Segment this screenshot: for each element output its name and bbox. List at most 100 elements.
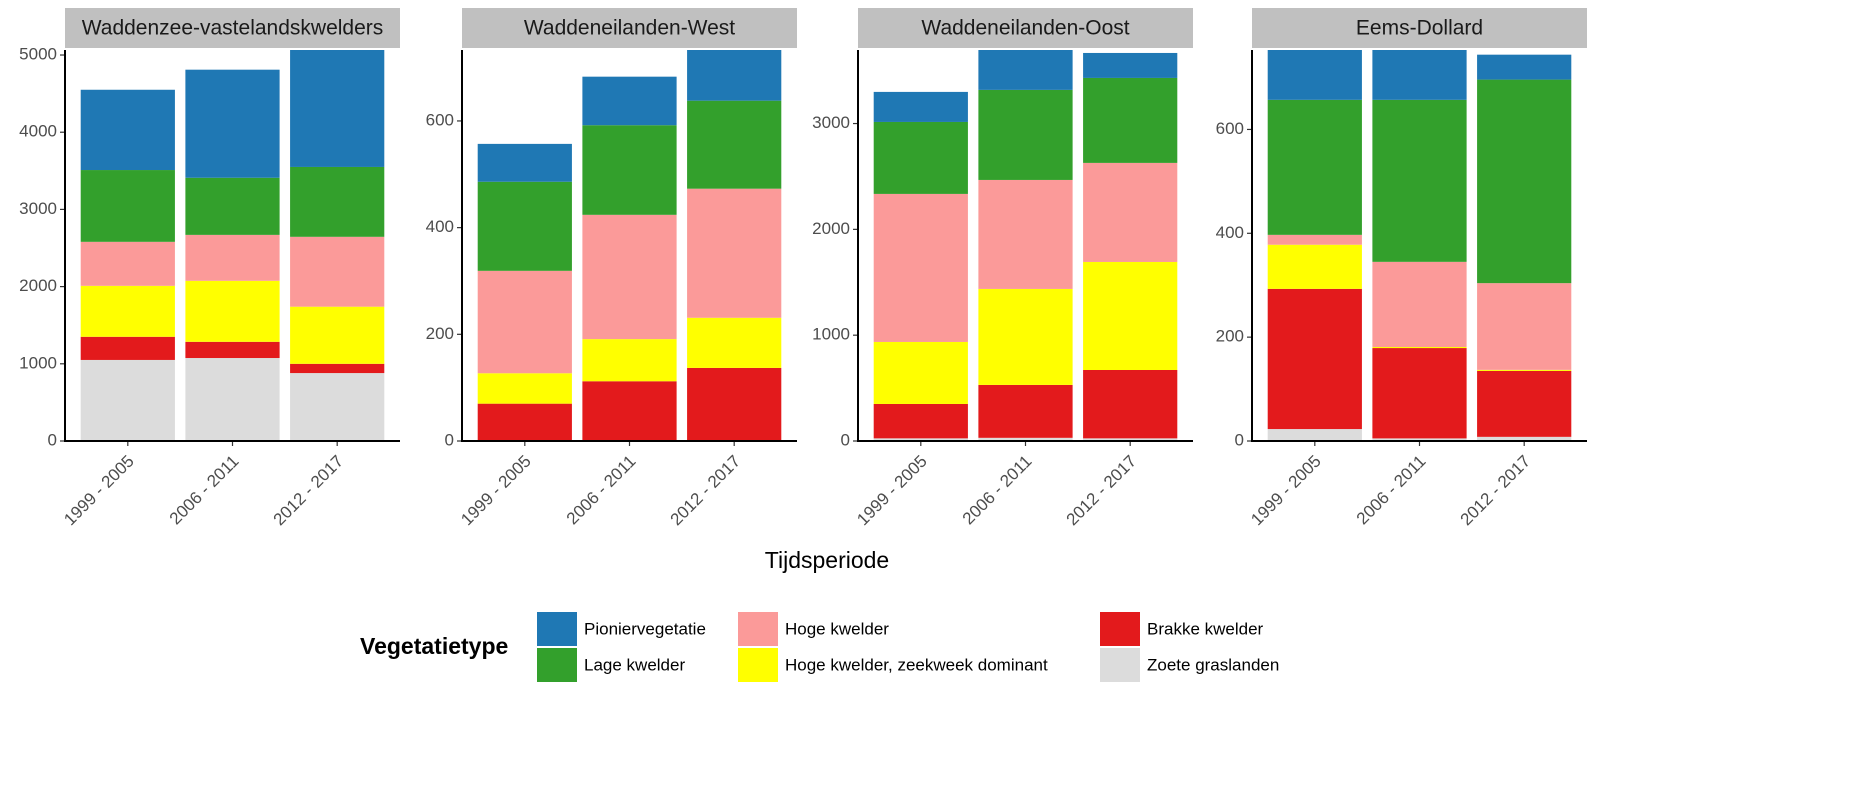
x-tick-label: 2012 - 2017 (270, 452, 348, 530)
bar-segment (873, 403, 968, 439)
bar-segment (290, 363, 385, 374)
x-tick-label: 2012 - 2017 (1063, 452, 1141, 530)
bar-segment (477, 143, 572, 182)
bar-segment (978, 288, 1073, 385)
x-tick-label: 1999 - 2005 (457, 452, 535, 530)
bar-segment (185, 280, 280, 342)
x-tick-label: 1999 - 2005 (853, 452, 931, 530)
legend-key (537, 612, 577, 646)
bar-segment (687, 317, 782, 368)
bar-segment (477, 181, 572, 271)
legend-key (537, 648, 577, 682)
legend-key (738, 648, 778, 682)
x-tick-label: 2006 - 2011 (166, 452, 243, 529)
x-tick-label: 2012 - 2017 (1457, 452, 1535, 530)
legend-key (1100, 612, 1140, 646)
y-tick-label: 600 (1216, 119, 1244, 138)
bar-segment (290, 166, 385, 237)
y-tick-label: 0 (841, 430, 850, 449)
bar-segment (1267, 429, 1362, 441)
y-tick-label: 1000 (19, 353, 57, 372)
bar-segment (185, 341, 280, 359)
bar-segment (1083, 52, 1178, 78)
bar-segment (290, 306, 385, 364)
bar-segment (1372, 99, 1467, 262)
bar-segment (582, 339, 677, 382)
bar-segment (582, 214, 677, 340)
legend-label: Pioniervegetatie (584, 619, 706, 638)
y-tick-label: 200 (1216, 327, 1244, 346)
y-tick-label: 5000 (19, 45, 57, 64)
bar-segment (873, 438, 968, 441)
x-tick-label: 2006 - 2011 (1353, 452, 1430, 529)
x-tick-label: 2006 - 2011 (959, 452, 1036, 529)
bar-segment (978, 179, 1073, 289)
bar-segment (1372, 347, 1467, 349)
bar-segment (1083, 369, 1178, 439)
bar-segment (1267, 244, 1362, 289)
bar-segment (1477, 79, 1572, 284)
bar-segment (1267, 50, 1362, 100)
y-tick-label: 2000 (19, 276, 57, 295)
bar-segment (477, 403, 572, 441)
legend-label: Lage kwelder (584, 655, 685, 674)
facet-strip (858, 8, 1193, 48)
bar-segment (687, 188, 782, 318)
x-tick-label: 1999 - 2005 (1247, 452, 1325, 530)
legend-key (1100, 648, 1140, 682)
bar-segment (80, 285, 175, 337)
bar-segment (687, 50, 782, 101)
plot-area (477, 50, 782, 441)
bar-segment (1267, 234, 1362, 245)
y-tick-label: 1000 (812, 325, 850, 344)
bar-segment (185, 234, 280, 281)
x-axis-title: Tijdsperiode (765, 547, 889, 573)
bar-segment (1083, 438, 1178, 441)
y-tick-label: 2000 (812, 219, 850, 238)
x-tick-label: 2012 - 2017 (667, 452, 745, 530)
bar-segment (978, 437, 1073, 441)
y-tick-label: 3000 (19, 199, 57, 218)
facet-strip (462, 8, 797, 48)
bar-segment (1083, 261, 1178, 370)
bar-segment (873, 341, 968, 404)
y-tick-label: 600 (426, 110, 454, 129)
y-tick-label: 3000 (812, 113, 850, 132)
legend-label: Hoge kwelder (785, 619, 889, 638)
bar-segment (1372, 438, 1467, 441)
bar-segment (80, 89, 175, 171)
bar-segment (1083, 77, 1178, 163)
bar-segment (185, 177, 280, 235)
bar-segment (185, 358, 280, 441)
bar-segment (1267, 288, 1362, 430)
bar-segment (687, 100, 782, 189)
y-tick-label: 400 (1216, 223, 1244, 242)
facet-strip (1252, 8, 1587, 48)
facet-title: Waddeneilanden-West (524, 17, 735, 40)
y-tick-label: 0 (445, 430, 454, 449)
bar-segment (873, 91, 968, 122)
bar-segment (978, 89, 1073, 180)
bar-segment (687, 367, 782, 441)
bar-segment (582, 76, 677, 126)
plot-area (80, 50, 385, 441)
bar-segment (1477, 436, 1572, 441)
facet-title: Eems-Dollard (1356, 17, 1483, 40)
bar-segment (582, 381, 677, 441)
bar-segment (1083, 162, 1178, 262)
x-tick-label: 2006 - 2011 (563, 452, 640, 529)
bar-segment (290, 50, 385, 167)
bar-segment (1477, 369, 1572, 371)
legend-title: Vegetatietype (360, 633, 508, 659)
bar-segment (1477, 54, 1572, 80)
legend-label: Brakke kwelder (1147, 619, 1264, 638)
bar-segment (1372, 348, 1467, 439)
y-tick-label: 0 (1235, 430, 1244, 449)
bar-segment (873, 121, 968, 194)
bar-segment (80, 336, 175, 360)
bar-segment (1477, 283, 1572, 370)
facet-strip (65, 8, 400, 48)
bar-segment (80, 241, 175, 286)
bar-segment (1267, 99, 1362, 235)
bar-segment (290, 236, 385, 307)
